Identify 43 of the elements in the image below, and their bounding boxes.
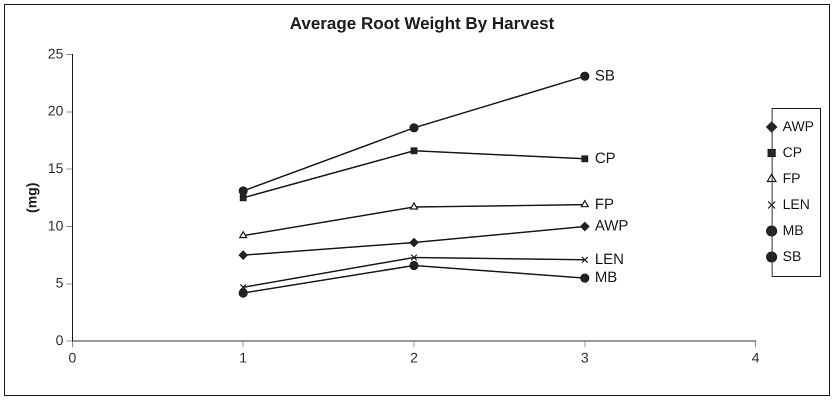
y-tick-label: 5 (56, 274, 64, 291)
x-tick-label: 0 (68, 349, 76, 366)
text: MB (594, 269, 618, 286)
point (581, 155, 588, 162)
point (410, 147, 418, 154)
text: LEN (594, 250, 624, 268)
point (240, 194, 247, 202)
legend-label: AWP (782, 118, 814, 134)
point (238, 288, 248, 298)
point (409, 123, 419, 132)
point (581, 256, 588, 264)
chart-title: Average Root Weight By Harvest (290, 14, 555, 33)
legend-label: FP (782, 170, 801, 186)
x-tick-label: 3 (580, 349, 589, 366)
point (410, 202, 418, 210)
point (580, 72, 590, 81)
y-tick-label: 15 (48, 160, 64, 176)
y-tick-label: 20 (48, 102, 64, 119)
y-tick-label: 0 (56, 332, 64, 348)
x-tick-label: 2 (410, 349, 418, 366)
point (238, 186, 248, 196)
point (580, 200, 589, 208)
y-axis-title: (mg) (23, 182, 40, 213)
point (580, 274, 590, 283)
text: CP (594, 150, 616, 167)
legend-label: CP (782, 144, 802, 160)
text: FP (594, 196, 614, 213)
legend-label: SB (782, 248, 802, 264)
point (410, 254, 418, 261)
y-tick-label: 10 (48, 217, 64, 234)
text: AWP (594, 218, 628, 235)
point (239, 231, 248, 238)
legend-label: LEN (782, 196, 810, 212)
y-tick-label: 25 (48, 45, 64, 62)
point (240, 284, 247, 291)
point (409, 260, 419, 270)
legend-label: MB (782, 222, 804, 238)
point (409, 238, 419, 248)
text: SB (594, 67, 615, 84)
point (238, 250, 248, 260)
x-tick-label: 4 (752, 349, 760, 366)
x-tick-label: 1 (239, 349, 248, 366)
point (580, 222, 590, 232)
